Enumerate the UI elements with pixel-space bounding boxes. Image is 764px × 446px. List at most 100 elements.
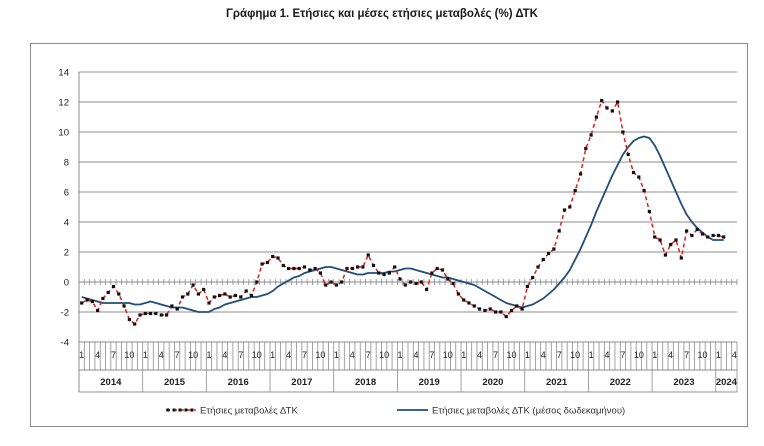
series-average-line <box>81 135 724 313</box>
series-annual-point <box>573 188 577 193</box>
series-annual-point <box>446 277 450 281</box>
month-label: 1 <box>461 350 466 360</box>
series-annual-point <box>547 251 551 256</box>
series-annual-point <box>96 308 100 313</box>
series-annual-point <box>324 283 328 287</box>
series-annual-point <box>653 235 657 239</box>
series-annual-point <box>271 254 275 259</box>
series-annual-point <box>302 265 307 269</box>
month-label: 10 <box>252 350 262 360</box>
series-annual-point <box>345 266 349 271</box>
y-tick-label: 8 <box>64 158 69 169</box>
series-annual-point <box>536 265 540 269</box>
series-annual-point <box>605 106 609 110</box>
month-label: 4 <box>604 350 609 360</box>
series-annual-point <box>186 292 190 296</box>
series-annual-point <box>494 310 498 314</box>
series-annual-point <box>419 280 423 284</box>
series-annual-point <box>350 266 354 271</box>
month-label: 4 <box>159 350 164 360</box>
month-label: 7 <box>302 350 307 360</box>
series-annual-point <box>297 266 301 271</box>
series-annual-point <box>334 283 338 287</box>
series-annual-point <box>149 311 153 316</box>
series-annual-point <box>467 301 471 305</box>
series-annual-point <box>366 253 370 257</box>
series-annual-point <box>138 313 142 317</box>
month-label: 4 <box>541 350 546 360</box>
month-label: 4 <box>413 350 418 360</box>
series-annual-point <box>711 233 715 238</box>
series-annual-point <box>85 298 89 302</box>
month-label: 4 <box>286 350 291 360</box>
series-annual-point <box>610 109 614 113</box>
series-annual-point <box>249 293 254 298</box>
series-annual-point <box>191 283 195 287</box>
series-annual-point <box>663 253 667 257</box>
series-annual-point <box>578 172 583 176</box>
month-label: 10 <box>124 350 134 360</box>
month-label: 4 <box>477 350 482 360</box>
legend-marker <box>166 408 170 412</box>
series-annual-point <box>239 295 243 299</box>
series-annual-point <box>679 256 683 260</box>
y-tick-label: -2 <box>61 308 69 319</box>
legend-marker <box>178 408 182 412</box>
y-tick-label: 12 <box>58 98 69 109</box>
series-annual-point <box>398 277 402 281</box>
series-annual-point <box>430 271 434 275</box>
series-annual-point <box>308 268 312 272</box>
series-annual-point <box>170 304 174 308</box>
series-annual-point <box>287 266 291 271</box>
month-label: 1 <box>207 350 212 360</box>
y-tick-label: 0 <box>64 278 69 289</box>
series-annual-point <box>159 313 163 317</box>
month-label: 7 <box>111 350 116 360</box>
series-annual-point <box>425 287 429 292</box>
series-annual-point <box>313 266 317 271</box>
year-label: 2023 <box>673 377 694 388</box>
y-tick-label: 6 <box>64 188 69 199</box>
series-annual-point <box>616 100 620 104</box>
series-annual-point <box>244 289 248 293</box>
series-annual-point <box>255 280 259 284</box>
month-label: 7 <box>366 350 371 360</box>
month-label: 10 <box>570 350 580 360</box>
month-label: 10 <box>315 350 325 360</box>
series-annual-point <box>371 263 376 268</box>
year-label: 2024 <box>716 377 738 388</box>
legend-label-average: Ετήσιες μεταβολές ΔΤΚ (μέσος δωδεκαμήνου… <box>432 406 625 417</box>
series-annual-point <box>488 307 492 311</box>
series-annual-point <box>377 271 381 275</box>
month-label: 7 <box>238 350 243 360</box>
series-annual-point <box>106 290 110 295</box>
month-label: 1 <box>334 350 339 360</box>
month-label: 4 <box>668 350 673 360</box>
y-tick-label: 2 <box>64 248 69 259</box>
series-annual-point <box>706 235 710 239</box>
series-annual-point <box>456 292 460 296</box>
month-label: 1 <box>270 350 275 360</box>
series-annual-point <box>504 314 508 319</box>
series-annual-point <box>669 242 673 247</box>
series-annual-point <box>133 322 137 326</box>
year-label: 2022 <box>610 377 631 388</box>
series-annual-point <box>223 292 227 296</box>
series-annual-point <box>626 152 630 157</box>
series-annual-point <box>202 287 206 292</box>
year-label: 2018 <box>355 377 376 388</box>
series-annual-point <box>541 257 545 262</box>
series-annual-point <box>695 227 699 232</box>
series-annual-point <box>472 304 476 308</box>
series-annual-point <box>207 301 211 305</box>
series-annual-point <box>414 281 418 286</box>
series-annual-point <box>621 130 625 134</box>
series-annual-point <box>212 295 216 299</box>
series-annual-point <box>154 311 158 316</box>
month-label: 4 <box>350 350 355 360</box>
y-tick-label: 14 <box>58 68 69 79</box>
series-annual-point <box>233 293 238 298</box>
series-annual-point <box>387 271 391 275</box>
month-label: 4 <box>732 350 737 360</box>
month-label: 4 <box>95 350 100 360</box>
